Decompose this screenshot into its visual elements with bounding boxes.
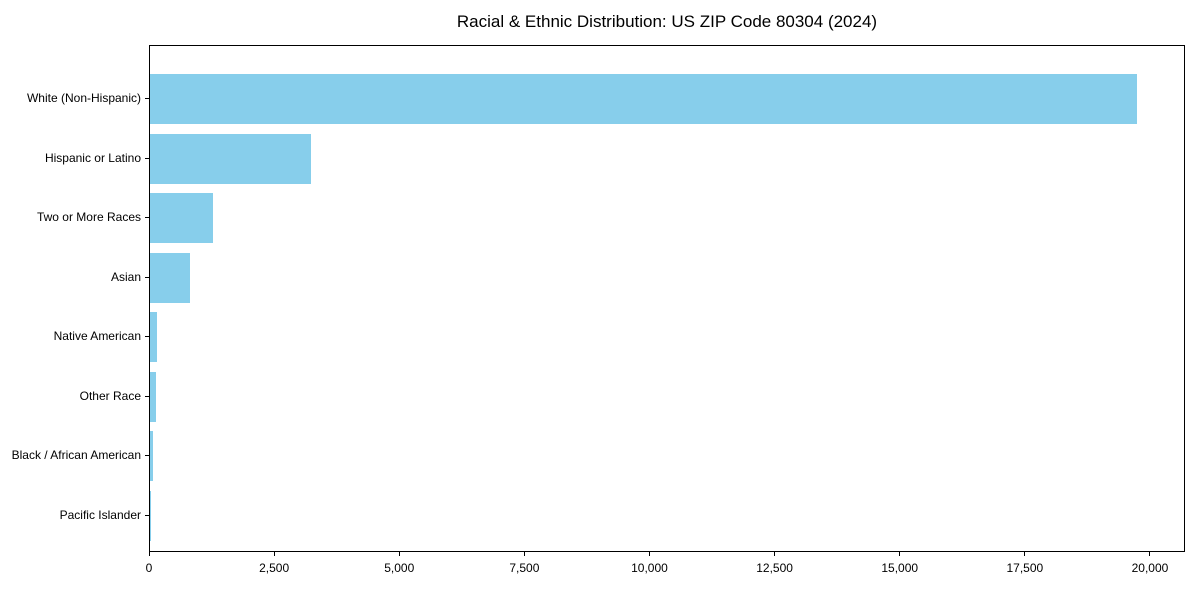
- y-axis-label: Asian: [110, 269, 141, 284]
- x-tick-mark: [523, 552, 525, 556]
- x-tick-label: 7,500: [509, 561, 540, 575]
- bar: [150, 74, 1137, 124]
- x-tick-label: 10,000: [631, 561, 668, 575]
- y-tick-mark: [145, 98, 149, 99]
- x-tick-label: 12,500: [756, 561, 793, 575]
- x-tick-label: 0: [145, 561, 153, 575]
- x-tick-mark: [648, 552, 650, 556]
- x-tick-mark: [398, 552, 400, 556]
- y-axis-label: Black / African American: [11, 448, 141, 463]
- y-axis-label: Native American: [53, 329, 141, 344]
- bar: [150, 193, 214, 244]
- y-tick-mark: [145, 514, 149, 516]
- bar: [150, 371, 156, 422]
- y-axis-label: White (Non-Hispanic): [26, 91, 141, 105]
- x-tick-mark: [899, 552, 901, 556]
- x-tick-label: 15,000: [881, 561, 919, 575]
- plot-area: [149, 45, 1185, 552]
- x-tick-mark: [273, 552, 275, 556]
- y-axis-label: Other Race: [79, 388, 141, 403]
- y-tick-mark: [145, 157, 149, 159]
- x-tick-mark: [774, 552, 776, 556]
- bar: [150, 252, 191, 303]
- y-tick-mark: [145, 395, 149, 397]
- x-tick-mark: [1024, 552, 1026, 556]
- x-tick-mark: [148, 552, 150, 556]
- bar: [150, 312, 157, 363]
- x-tick-label: 17,500: [1006, 561, 1044, 575]
- y-tick-mark: [145, 276, 149, 278]
- bar: [150, 133, 312, 184]
- x-tick-label: 5,000: [384, 561, 415, 575]
- x-tick-label: 2,500: [259, 561, 290, 575]
- x-tick-label: 20,000: [1131, 561, 1169, 575]
- y-tick-mark: [145, 217, 149, 219]
- y-axis-label: Pacific Islander: [59, 507, 141, 522]
- y-axis-label: Hispanic or Latino: [44, 150, 141, 165]
- y-axis-label: Two or More Races: [36, 210, 141, 225]
- y-tick-mark: [145, 336, 149, 338]
- bar: [150, 431, 153, 482]
- chart-title: Racial & Ethnic Distribution: US ZIP Cod…: [456, 12, 878, 31]
- y-tick-mark: [145, 455, 149, 457]
- x-tick-mark: [1149, 552, 1151, 556]
- bar: [150, 490, 151, 541]
